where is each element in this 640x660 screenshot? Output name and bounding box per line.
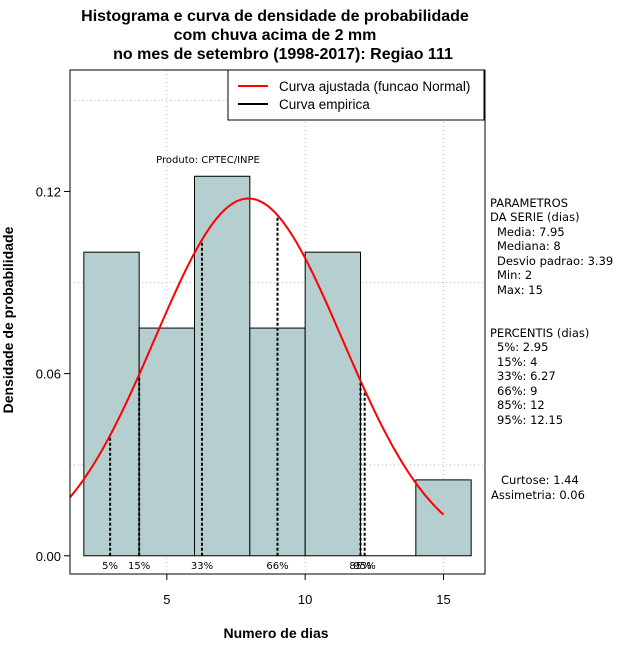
x-tick-label-0: 5	[163, 592, 170, 607]
x-tick-label-1: 10	[298, 592, 312, 607]
y-tick-label-2: 0.12	[36, 184, 61, 199]
param-mediana: Mediana: 8	[497, 239, 561, 253]
histogram-bar-2	[194, 175, 251, 557]
percentil-85: 85%: 12	[497, 398, 545, 412]
percentile-label-0: 5%	[102, 561, 118, 572]
y-axis: 0.00 0.06 0.12	[36, 184, 70, 564]
percentil-95: 95%: 12.15	[497, 413, 563, 427]
product-annotation: Produto: CPTEC/INPE	[156, 155, 260, 166]
chart-title-line-1: Histograma e curva de densidade de proba…	[81, 8, 469, 25]
percentil-33: 33%: 6.27	[497, 369, 556, 383]
histogram-bars	[83, 175, 472, 557]
legend-box	[227, 69, 485, 121]
histogram-bar-3	[249, 327, 306, 557]
histogram-bar-1	[138, 327, 196, 557]
legend-label-empirical: Curva empirica	[279, 97, 370, 112]
histogram-bar-4	[304, 251, 361, 557]
x-axis-label: Numero de dias	[223, 625, 328, 641]
y-axis-label: Densidade de probabilidade	[0, 226, 16, 413]
params-header-line-1: PARAMETROS	[490, 196, 568, 210]
percentile-label-5: 95%	[354, 561, 376, 572]
param-min: Min: 2	[497, 268, 532, 282]
assimetria-value: Assimetria: 0.06	[491, 488, 585, 502]
curtose-value: Curtose: 1.44	[501, 473, 579, 487]
chart-title-line-3: no mes de setembro (1998-2017): Regiao 1…	[113, 46, 453, 63]
percentile-markers: 5% 15% 33% 66% 85%95%	[102, 215, 376, 572]
histogram-bar-0	[83, 251, 140, 557]
percentil-5: 5%: 2.95	[497, 340, 548, 354]
percentile-label-1: 15%	[128, 561, 150, 572]
x-axis: 5 10 15	[163, 574, 451, 607]
percentile-label-3: 66%	[266, 561, 288, 572]
param-max: Max: 15	[497, 283, 543, 297]
param-desvio: Desvio padrao: 3.39	[497, 254, 613, 268]
statistics-panel: PARAMETROS DA SERIE (dias) Media: 7.95 M…	[490, 196, 613, 502]
percentil-15: 15%: 4	[497, 355, 537, 369]
x-tick-label-2: 15	[436, 592, 450, 607]
percentil-66: 66%: 9	[497, 384, 537, 398]
histogram-bar-6	[415, 479, 472, 557]
percentile-label-4: 85%	[349, 561, 371, 572]
legend-label-fitted: Curva ajustada (funcao Normal)	[279, 79, 470, 94]
param-media: Media: 7.95	[497, 225, 565, 239]
percentile-label-2: 33%	[191, 561, 213, 572]
legend: Curva ajustada (funcao Normal) Curva emp…	[227, 69, 485, 121]
y-tick-label-1: 0.06	[36, 367, 61, 382]
chart-title-line-2: com chuva acima de 2 mm	[174, 27, 377, 44]
percentis-header: PERCENTIS (dias)	[490, 326, 589, 340]
y-tick-label-0: 0.00	[36, 549, 61, 564]
params-header-line-2: DA SERIE (dias)	[490, 210, 580, 224]
fitted-normal-curve	[69, 197, 445, 516]
